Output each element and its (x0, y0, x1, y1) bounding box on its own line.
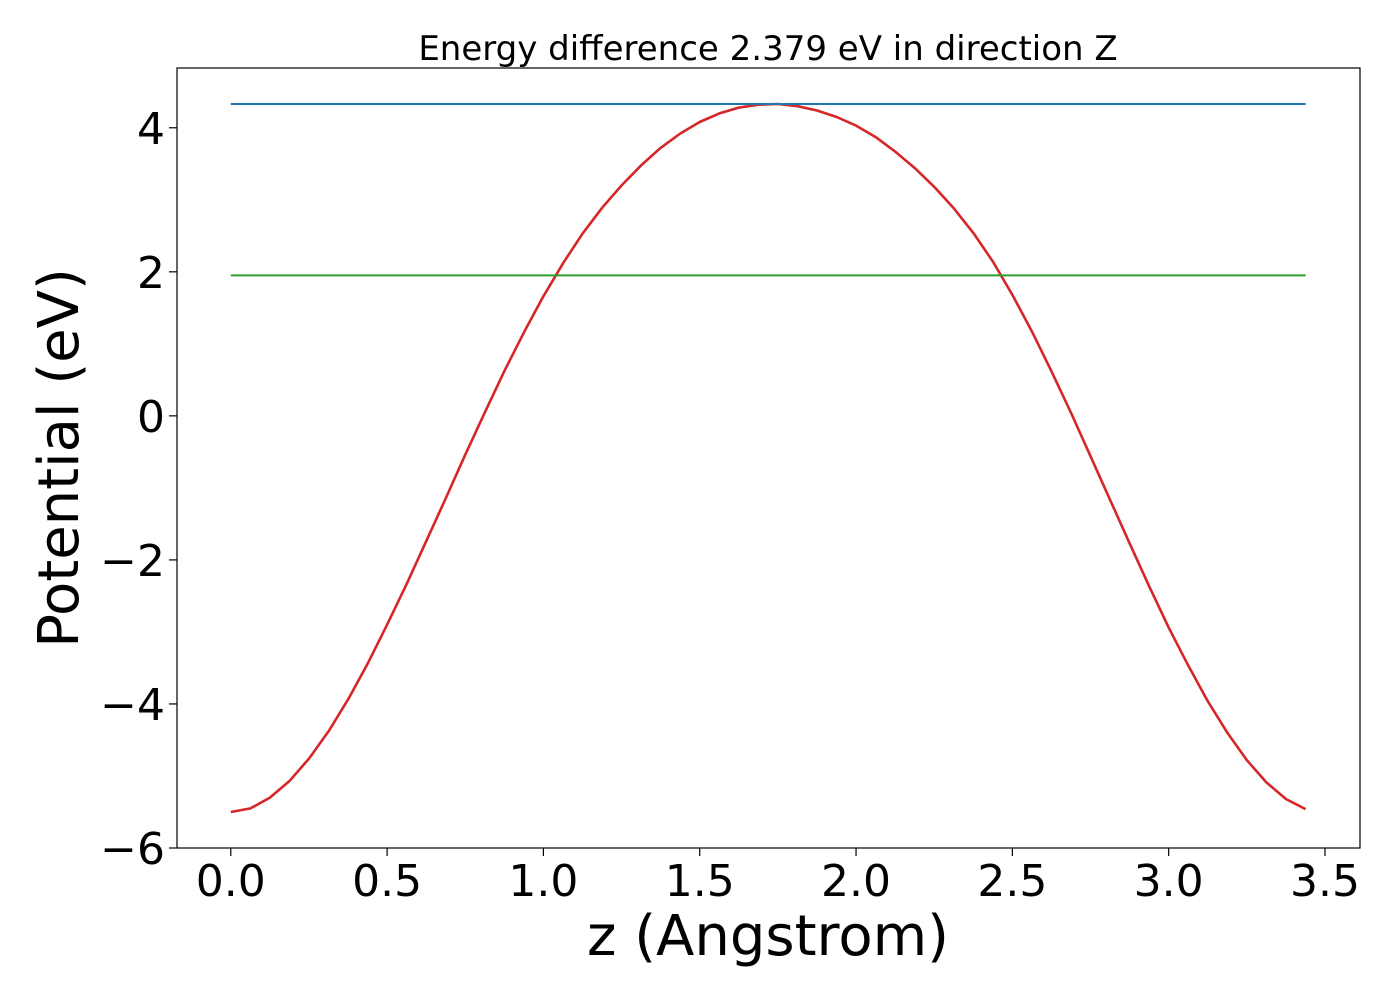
y-tick-label: 4 (137, 104, 165, 155)
y-axis-ticks: −6 −4 −2 0 2 4 (100, 104, 177, 875)
y-tick-label: 0 (137, 392, 165, 443)
x-axis-ticks: 0.0 0.5 1.0 1.5 2.0 2.5 3.0 3.5 (196, 848, 1360, 907)
y-tick-label: 2 (137, 248, 165, 299)
y-tick-label: −2 (100, 536, 165, 587)
x-tick-label: 3.0 (1134, 856, 1204, 907)
x-tick-label: 1.0 (508, 856, 578, 907)
x-tick-label: 2.5 (977, 856, 1047, 907)
x-tick-label: 1.5 (665, 856, 735, 907)
x-tick-label: 0.0 (196, 856, 266, 907)
series-layer (230, 102, 1307, 814)
y-tick-label: −4 (100, 680, 165, 731)
y-tick-label: −6 (100, 824, 165, 875)
plot-frame (176, 67, 1361, 849)
x-tick-label: 2.0 (821, 856, 891, 907)
chart-title: Energy difference 2.379 eV in direction … (418, 29, 1117, 69)
x-axis-label: z (Angstrom) (587, 904, 949, 969)
y-axis-label: Potential (eV) (27, 268, 92, 648)
x-tick-label: 0.5 (352, 856, 422, 907)
x-tick-label: 3.5 (1290, 856, 1360, 907)
